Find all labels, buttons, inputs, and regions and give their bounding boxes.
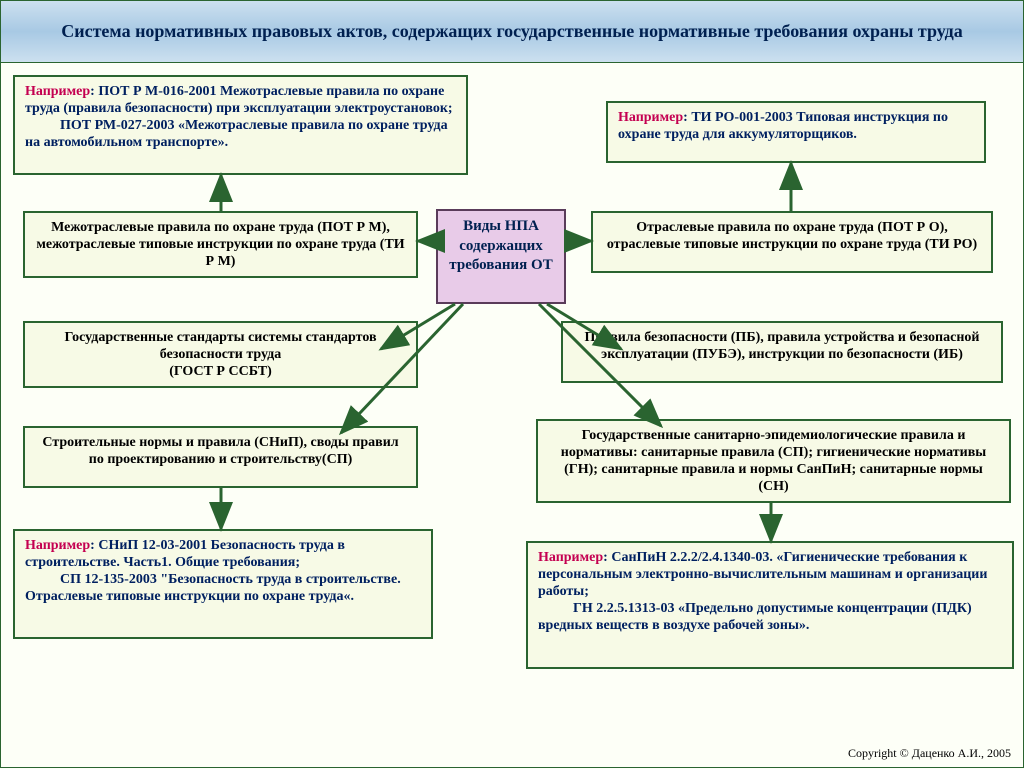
box-gost: Государственные стандарты системы станда… [23, 321, 418, 388]
copyright: Copyright © Даценко А.И., 2005 [848, 746, 1011, 761]
example-text: : СанПиН 2.2.2/2.4.1340-03. «Гигиеническ… [538, 550, 987, 633]
example-text: : ПОТ Р М-016-2001 Межотраслевые правила… [25, 84, 453, 150]
title-band: Система нормативных правовых актов, соде… [1, 1, 1023, 63]
example-top-left: Например: ПОТ Р М-016-2001 Межотраслевые… [13, 75, 468, 175]
example-lead: Например [618, 110, 683, 125]
example-lead: Например [25, 538, 90, 553]
box-sanitary: Государственные санитарно-эпидемиологиче… [536, 419, 1011, 503]
example-bottom-left: Например: СНиП 12-03-2001 Безопасность т… [13, 529, 433, 639]
box-text: Строительные нормы и правила (СНиП), сво… [42, 435, 398, 467]
hub-box: Виды НПА содержащих требования ОТ [436, 209, 566, 304]
hub-text: Виды НПА содержащих требования ОТ [449, 218, 552, 273]
box-text: Государственные санитарно-эпидемиологиче… [561, 428, 986, 494]
box-intersector-rules: Межотраслевые правила по охране труда (П… [23, 211, 418, 278]
box-sector-rules: Отраслевые правила по охране труда (ПОТ … [591, 211, 993, 273]
box-text: Правила безопасности (ПБ), правила устро… [585, 330, 980, 362]
example-lead: Например [538, 550, 603, 565]
example-lead: Например [25, 84, 90, 99]
box-safety-rules: Правила безопасности (ПБ), правила устро… [561, 321, 1003, 383]
page-root: Система нормативных правовых актов, соде… [0, 0, 1024, 768]
box-text: Отраслевые правила по охране труда (ПОТ … [607, 220, 977, 252]
box-text: Государственные стандарты системы станда… [64, 330, 376, 379]
box-text: Межотраслевые правила по охране труда (П… [36, 220, 404, 269]
box-snip: Строительные нормы и правила (СНиП), сво… [23, 426, 418, 488]
example-top-right: Например: ТИ РО-001-2003 Типовая инструк… [606, 101, 986, 163]
example-bottom-right: Например: СанПиН 2.2.2/2.4.1340-03. «Гиг… [526, 541, 1014, 669]
page-title: Система нормативных правовых актов, соде… [61, 20, 963, 43]
